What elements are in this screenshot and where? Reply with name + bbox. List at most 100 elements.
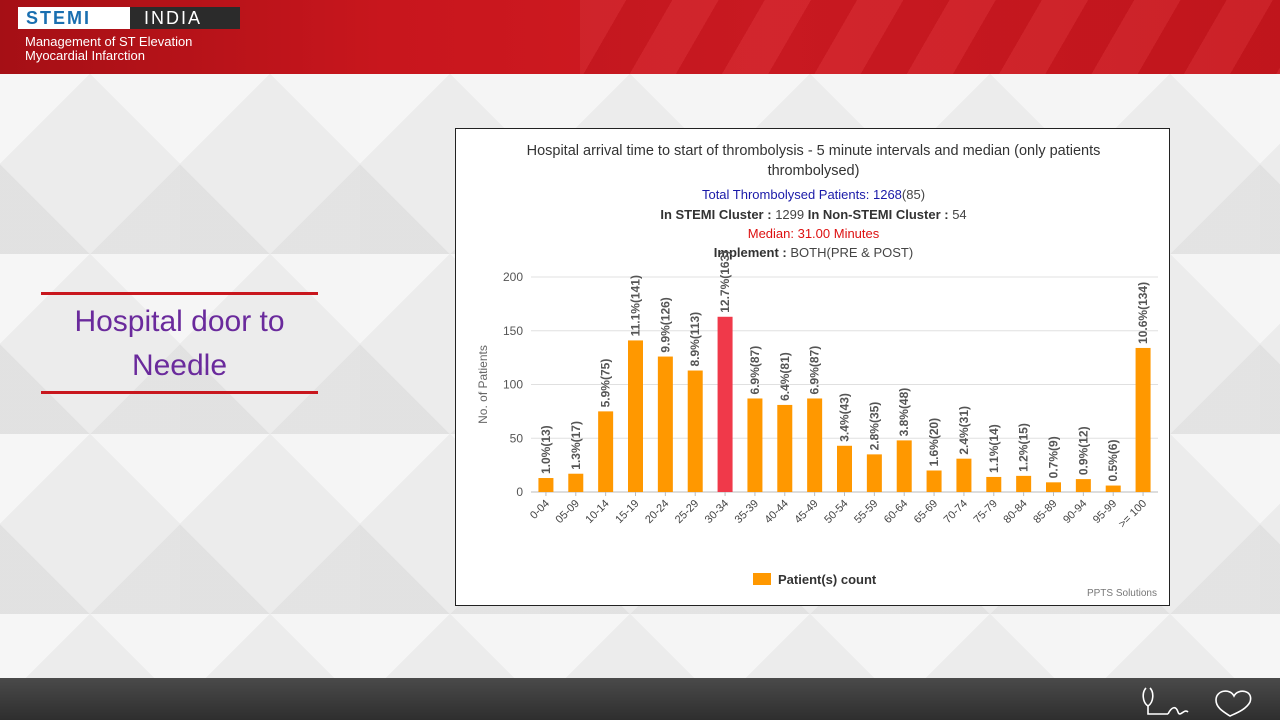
x-tick-label: 35-39 [733,498,761,526]
caption-line-1: Hospital door to [74,305,285,338]
y-tick-label: 200 [503,270,523,284]
bar [538,478,554,492]
x-tick-label: 30-34 [703,498,731,526]
y-tick-label: 50 [510,431,524,445]
caption-line-2: Needle [131,349,228,382]
x-tick-label: 85-89 [1031,498,1059,526]
x-tick-label: 45-49 [792,498,820,526]
total-patients-text: Total Thrombolysed Patients: 1268 [701,187,902,202]
x-tick-label: 20-24 [643,498,671,526]
bar [657,356,673,492]
header-band: STEMI INDIA Management of ST Elevation M… [0,0,1280,74]
bar [1016,475,1032,492]
data-label: 12.7%(163) [718,251,732,313]
tagline-line-2: Myocardial Infarction [25,48,145,63]
data-label: 3.4%(43) [838,393,852,442]
logo-stemi-text: STEMI [18,7,128,29]
y-tick-label: 100 [503,378,523,392]
data-label: 0.7%(9) [1047,436,1061,478]
tagline-line-1: Management of ST Elevation [25,34,193,49]
data-label: 1.0%(13) [539,425,553,474]
bar [687,370,703,492]
data-label: 6.9%(87) [748,346,762,395]
x-tick-label: 05-09 [554,498,582,526]
bar [717,316,733,492]
bar [866,454,882,492]
stemi-india-logo: STEMI INDIA [18,7,240,29]
data-label: 1.2%(15) [1017,423,1031,472]
bar [1135,347,1151,492]
x-tick-label: 0-04 [528,498,552,522]
data-label: 8.9%(113) [688,312,702,367]
chart-title: Hospital arrival time to start of thromb… [526,143,1101,179]
x-tick-label: 65-69 [912,498,940,526]
bar-chart: 0 50 100 150 200 No. of Patients 1.0%(13) 0-04 1… [476,251,1158,587]
data-label: 1.6%(20) [927,418,941,467]
non-cluster-label: In Non-STEMI Cluster : [807,207,949,222]
data-label: 1.1%(14) [987,424,1001,473]
x-tick-label: 90-94 [1061,498,1089,526]
bar [956,458,972,492]
data-label: 2.8%(35) [867,402,881,451]
data-label: 6.4%(81) [778,352,792,401]
bar [807,398,823,492]
bar [1075,479,1091,492]
logo-india-text: INDIA [128,7,240,29]
y-axis-label: No. of Patients [476,345,490,424]
bar [598,411,614,492]
implement-value: BOTH(PRE & POST) [790,245,914,260]
total-patients-line: Total Thrombolysed Patients: 1268(85) [456,187,1171,202]
legend-label: Patient(s) count [778,572,877,587]
stethoscope-heart-logo-icon [1142,687,1252,717]
x-tick-label: 40-44 [763,498,791,526]
x-tick-label: 95-99 [1091,498,1119,526]
legend-swatch [753,573,771,585]
chart-credit: PPTS Solutions [1086,588,1157,599]
bar [926,470,942,492]
footer-band [0,678,1280,720]
x-tick-label: 50-54 [822,498,850,526]
cluster-label: In STEMI Cluster : [660,207,772,222]
bar [628,340,643,492]
x-tick-label: 55-59 [852,498,880,526]
data-label: 10.6%(134) [1136,282,1150,344]
data-label: 1.3%(17) [569,421,583,470]
data-label: 9.9%(126) [658,297,672,352]
median-text: Median: 31.00 Minutes [747,226,880,241]
data-label: 5.9%(75) [599,359,613,408]
bar [568,473,584,492]
implement-label: Implement : [713,245,787,260]
y-tick-label: 150 [503,324,523,338]
implement-line: Implement : BOTH(PRE & POST) [456,245,1171,260]
total-patients-extra: (85) [901,187,926,202]
bar [896,440,912,492]
data-label: 0.5%(6) [1106,440,1120,482]
data-label: 6.9%(87) [808,346,822,395]
bar [777,404,793,492]
data-label: 3.8%(48) [897,388,911,437]
x-tick-label: 70-74 [942,498,970,526]
x-tick-label: >= 100 [1116,498,1149,531]
non-cluster-value: 54 [952,207,967,222]
caption-top-rule [41,292,318,295]
caption-bottom-rule [41,391,318,394]
y-tick-label: 0 [516,485,523,499]
bar [986,476,1002,492]
header-tagline: Management of ST Elevation Myocardial In… [25,35,192,63]
data-label: 0.9%(12) [1076,426,1090,475]
data-label: 2.4%(31) [957,406,971,455]
x-tick-label: 15-19 [613,498,641,526]
chart-panel: Hospital arrival time to start of thromb… [455,128,1170,606]
bar [747,398,763,492]
cluster-value: 1299 [775,207,805,222]
x-tick-label: 80-84 [1001,498,1029,526]
x-tick-label: 60-64 [882,498,910,526]
bar [837,445,852,492]
slide-caption: Hospital door to Needle [41,300,318,388]
bar [1046,482,1061,492]
x-tick-label: 25-29 [673,498,701,526]
x-tick-label: 75-79 [972,498,1000,526]
data-label: 11.1%(141) [629,275,643,336]
cluster-line: In STEMI Cluster : 1299 In Non-STEMI Clu… [456,207,1171,222]
x-tick-label: 10-14 [583,498,611,526]
